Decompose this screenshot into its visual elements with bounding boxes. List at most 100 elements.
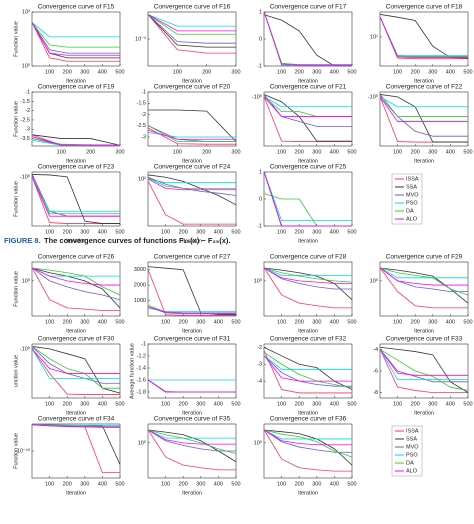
chart-title: Convergence curve of F27 (154, 254, 231, 261)
x-tick-label: 500 (231, 229, 240, 235)
y-tick-label: 10⁰ (138, 439, 147, 446)
series-line (148, 14, 236, 35)
x-tick-label: 500 (115, 229, 124, 235)
x-tick-label: 400 (330, 319, 339, 325)
series-line (31, 348, 120, 374)
x-tick-label: 500 (347, 481, 356, 487)
x-tick-label: 300 (80, 481, 89, 487)
chart-title: Convergence curve of F18 (386, 4, 463, 11)
x-tick-label: 400 (98, 481, 107, 487)
x-tick-label: 300 (312, 149, 321, 155)
series-line (32, 134, 121, 146)
x-tick-label: 300 (80, 401, 89, 407)
series-line (148, 266, 236, 315)
x-tick-label: 200 (411, 149, 420, 155)
x-tick-label: 300 (196, 319, 205, 325)
x-tick-label: 400 (446, 319, 455, 325)
x-tick-label: 100 (57, 149, 66, 155)
x-tick-label: 200 (86, 149, 95, 155)
series-line (31, 267, 121, 301)
plot-frame (31, 423, 121, 479)
chart-title: Convergence curve of F31 (154, 336, 231, 343)
chart-title: Convergence curve of F20 (154, 84, 231, 91)
x-tick-label: 400 (214, 229, 223, 235)
y-tick-label: -1.5 (137, 101, 146, 107)
x-tick-label: 400 (330, 149, 339, 155)
x-axis-label: Iteration (414, 410, 434, 416)
series-line (263, 267, 352, 284)
series-line (31, 22, 120, 54)
x-tick-label: 500 (347, 401, 356, 407)
y-tick-label: -10⁰ (368, 93, 379, 100)
x-tick-label: 300 (428, 319, 437, 325)
x-tick-label: 400 (98, 319, 107, 325)
plot-frame (31, 91, 121, 147)
x-tick-label: 200 (63, 229, 72, 235)
x-tick-label: 100 (393, 69, 402, 75)
x-tick-label: 300 (312, 229, 321, 235)
y-tick-label: -10⁰ (252, 93, 263, 100)
series-line (32, 174, 120, 224)
x-tick-label: 200 (411, 401, 420, 407)
legend-label: ISSA (406, 428, 419, 434)
chart-title: Convergence curve of F21 (270, 84, 347, 91)
x-axis-label: Iteration (414, 78, 434, 84)
series-line (264, 267, 352, 276)
x-tick-label: 400 (98, 401, 107, 407)
series-line (264, 429, 353, 466)
series-line (148, 429, 237, 455)
y-tick-label: -1 (257, 223, 262, 229)
y-tick-label: -2 (141, 112, 146, 118)
x-tick-label: 400 (446, 69, 455, 75)
x-axis-label: Iteration (66, 410, 86, 416)
x-tick-label: 200 (63, 319, 72, 325)
x-tick-label: 100 (277, 319, 286, 325)
series-line (31, 176, 120, 217)
x-tick-label: 500 (463, 319, 472, 325)
x-axis-label: Iteration (66, 158, 86, 164)
x-tick-label: 400 (214, 319, 223, 325)
series-line (264, 267, 353, 301)
x-tick-label: 500 (115, 481, 124, 487)
series-line (148, 177, 236, 189)
x-tick-label: 200 (179, 481, 188, 487)
x-axis-label: Iteration (182, 328, 202, 334)
x-tick-label: 400 (446, 401, 455, 407)
y-tick-label: -3.5 (21, 136, 30, 142)
series-line (379, 267, 468, 286)
plot-frame (263, 171, 353, 227)
series-line (148, 129, 236, 140)
x-tick-label: 100 (277, 481, 286, 487)
series-line (32, 346, 121, 394)
chart-title: Convergence curve of F26 (38, 254, 115, 261)
legend-label: MVO (406, 444, 419, 450)
series-line (263, 171, 352, 221)
series-line (379, 349, 468, 383)
y-axis-label: Average function value (129, 343, 135, 399)
x-tick-label: 500 (347, 319, 356, 325)
series-line (263, 267, 352, 290)
chart-title: Convergence curve of F30 (38, 336, 115, 343)
y-tick-label: -6 (373, 368, 378, 374)
series-line (31, 346, 120, 384)
y-axis-label: Function value (13, 21, 19, 57)
x-axis-label: Iteration (66, 490, 86, 496)
series-line (31, 22, 120, 48)
series-line (148, 127, 236, 145)
series-line (31, 348, 120, 379)
y-tick-label: -4 (257, 379, 262, 385)
y-tick-label: 10⁰ (254, 277, 263, 284)
x-axis-label: Iteration (182, 238, 202, 244)
x-tick-label: 300 (312, 481, 321, 487)
x-axis-label: Iteration (182, 410, 202, 416)
series-line (31, 22, 120, 38)
series-line (264, 347, 353, 390)
x-tick-label: 100 (173, 149, 182, 155)
y-axis-label: Function value (13, 271, 19, 307)
x-tick-label: 300 (428, 69, 437, 75)
plot-frame (379, 91, 469, 147)
x-tick-label: 100 (161, 319, 170, 325)
series-line (379, 349, 468, 381)
y-tick-label: -1.5 (21, 99, 30, 105)
